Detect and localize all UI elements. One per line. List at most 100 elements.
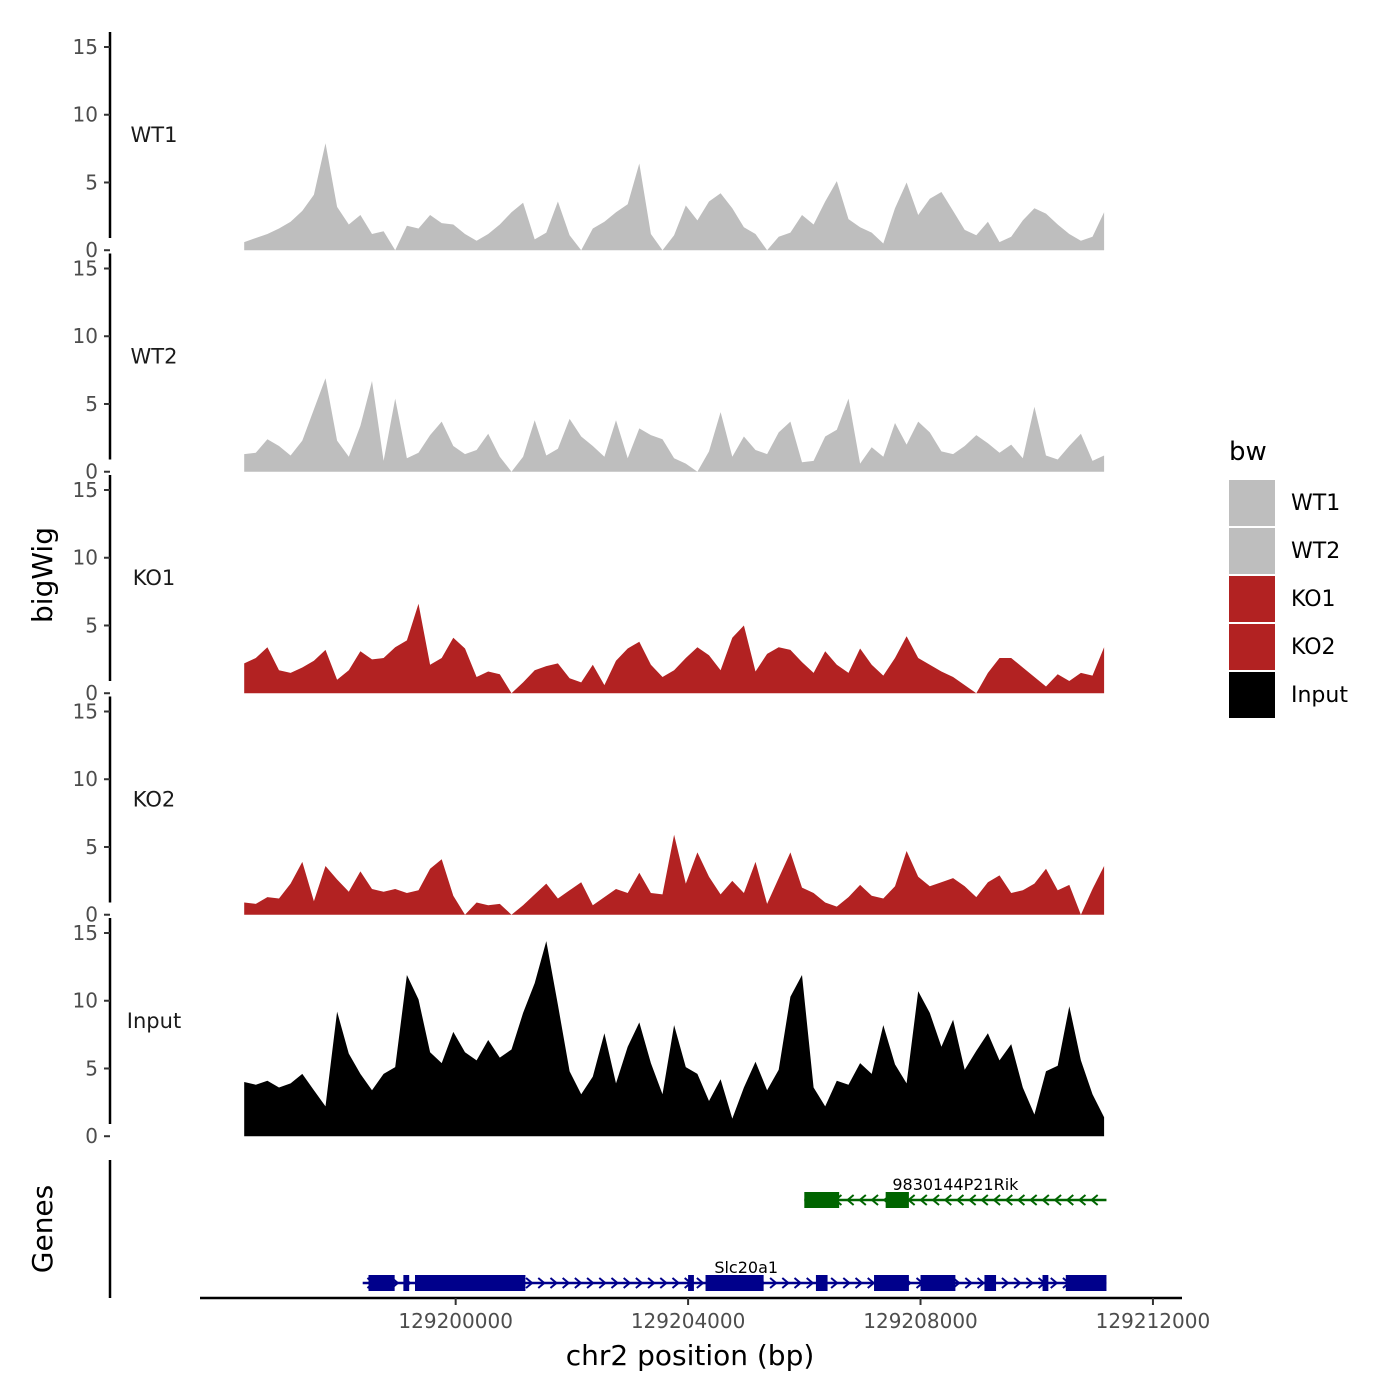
genes-panel: 9830144P21Rik Slc20a1: [108, 1160, 1107, 1298]
area-segment: [395, 201, 582, 251]
y-tick-label: 15: [73, 921, 98, 945]
y-tick-label: 5: [85, 835, 98, 859]
gene-label: Slc20a1: [714, 1258, 778, 1277]
track-wt1: 0 5 10 15 WT1: [73, 32, 1105, 262]
strand-arrow: [562, 1277, 571, 1289]
exon: [874, 1275, 909, 1291]
legend-label-wt1: WT1: [1291, 491, 1340, 516]
gene-9830144p21rik: 9830144P21Rik: [804, 1175, 1107, 1208]
strand-arrow: [781, 1277, 790, 1289]
strand-arrow: [1004, 1194, 1013, 1206]
strand-arrow: [1065, 1194, 1074, 1206]
strand-arrow: [846, 1194, 855, 1206]
strand-arrow: [858, 1194, 867, 1206]
track-label: WT2: [131, 345, 178, 369]
track-input: 0 5 10 15 Input: [73, 918, 1105, 1148]
x-tick-label: 129204000: [631, 1309, 746, 1333]
strand-arrow: [1053, 1194, 1062, 1206]
exon: [414, 1275, 526, 1291]
y-axis-title: bigWig: [26, 527, 59, 623]
genes-axis-title: Genes: [26, 1185, 59, 1273]
track-ko2: 0 5 10 15 KO2: [73, 696, 1105, 927]
strand-arrow: [1050, 1277, 1059, 1289]
y-tick-label: 15: [73, 257, 98, 281]
area-segment: [244, 859, 465, 915]
strand-arrow: [806, 1277, 815, 1289]
y-tick-label: 0: [85, 238, 98, 262]
area-segment: [511, 418, 698, 472]
strand-arrow: [931, 1194, 940, 1206]
y-tick-label: 0: [85, 903, 98, 927]
y-tick-label: 10: [73, 767, 98, 791]
y-tick-label: 5: [85, 170, 98, 194]
y-tick-label: 0: [85, 1124, 98, 1148]
legend-swatch-input: [1229, 672, 1275, 718]
strand-arrow: [1013, 1277, 1022, 1289]
strand-arrow: [1029, 1194, 1038, 1206]
area-segment: [465, 902, 512, 915]
strand-arrow: [1077, 1194, 1087, 1206]
area-segment: [244, 378, 512, 472]
strand-arrow: [659, 1277, 668, 1289]
x-tick-label: 129200000: [398, 1309, 513, 1333]
exon: [688, 1275, 694, 1291]
y-tick-label: 10: [73, 103, 98, 127]
y-tick-label: 15: [73, 35, 98, 59]
track-label: Input: [127, 1009, 181, 1033]
track-ko1: 0 5 10 15 KO1: [73, 475, 1105, 705]
strand-arrow: [793, 1277, 803, 1289]
exon: [368, 1275, 395, 1291]
x-axis-title: chr2 position (bp): [566, 1339, 815, 1372]
area-segment: [1080, 866, 1105, 915]
strand-arrow: [955, 1194, 965, 1206]
area-segment: [511, 834, 1081, 915]
strand-arrow: [696, 1277, 705, 1289]
legend-label-input: Input: [1291, 683, 1348, 708]
strand-arrow: [525, 1277, 534, 1289]
track-label: KO1: [133, 566, 176, 590]
legend-label-wt2: WT2: [1291, 539, 1340, 564]
area-segment: [244, 941, 1105, 1137]
legend-swatch-wt2: [1229, 528, 1275, 574]
strand-arrow: [635, 1277, 644, 1289]
gene-slc20a1: Slc20a1: [362, 1258, 1107, 1291]
strand-arrow: [854, 1277, 864, 1289]
area-segment: [581, 163, 663, 251]
strand-arrow: [586, 1277, 595, 1289]
exon: [885, 1192, 909, 1208]
exon: [705, 1275, 764, 1291]
exon: [403, 1275, 410, 1291]
strand-arrow: [964, 1277, 973, 1289]
y-tick-label: 10: [73, 546, 98, 570]
x-tick-label: 129212000: [1096, 1309, 1211, 1333]
legend-swatch-ko1: [1229, 576, 1275, 622]
strand-arrow: [992, 1194, 1001, 1206]
exon: [1042, 1275, 1049, 1291]
y-tick-label: 5: [85, 613, 98, 637]
strand-arrow: [870, 1194, 879, 1206]
y-tick-label: 0: [85, 681, 98, 705]
strand-arrow: [537, 1277, 546, 1289]
strand-arrow: [1041, 1194, 1050, 1206]
strand-arrow: [1001, 1277, 1010, 1289]
exon: [1065, 1275, 1107, 1291]
legend-title: bw: [1229, 437, 1267, 467]
area-segment: [662, 193, 768, 251]
area-segment: [244, 143, 396, 251]
strand-arrow: [598, 1277, 607, 1289]
tracks: 0 5 10 15 WT1 0 5 10 15 WT2 0 5 10 15 KO1 0 5 10 15 KO2 0 5 10…: [73, 32, 1105, 1148]
y-tick-label: 5: [85, 1056, 98, 1080]
legend-label-ko1: KO1: [1291, 587, 1336, 612]
strand-arrow: [671, 1277, 681, 1289]
strand-arrow: [943, 1194, 952, 1206]
exon: [815, 1275, 828, 1291]
exon: [920, 1275, 956, 1291]
area-segment: [767, 181, 1105, 251]
area-segment: [697, 398, 1105, 472]
strand-arrow: [976, 1277, 986, 1289]
x-tick-label: 129208000: [863, 1309, 978, 1333]
legend-swatch-ko2: [1229, 624, 1275, 670]
y-tick-label: 5: [85, 392, 98, 416]
strand-arrow: [647, 1277, 656, 1289]
